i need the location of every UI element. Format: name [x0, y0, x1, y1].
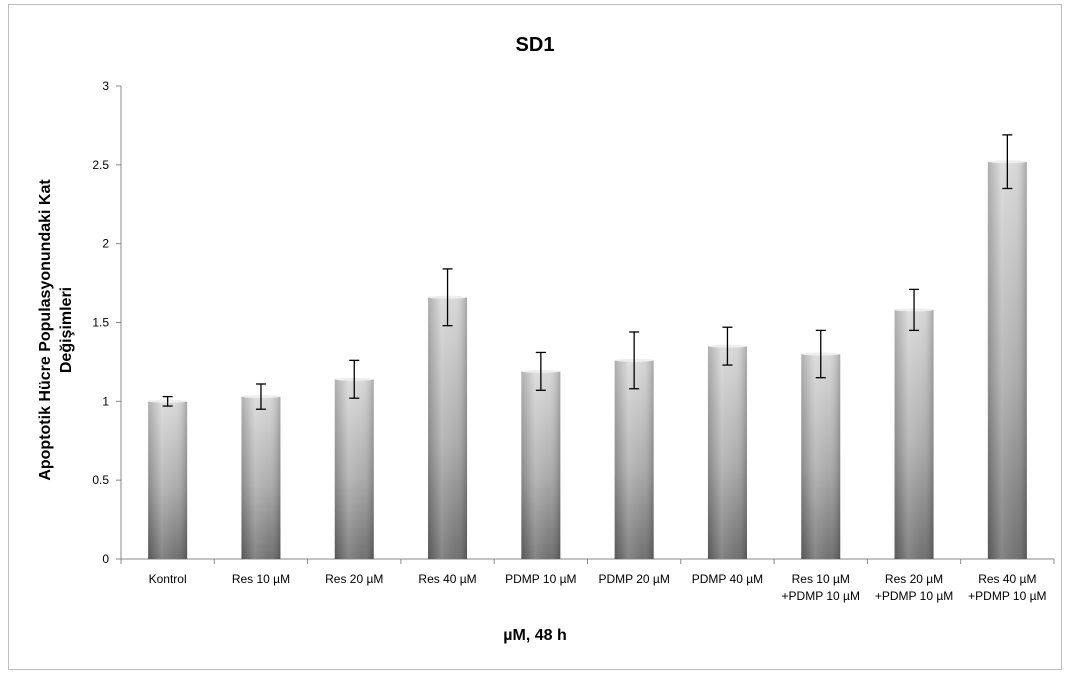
x-tick-label: PDMP 40 µM — [692, 572, 763, 586]
bar-shading — [801, 354, 841, 559]
bar-shading — [428, 297, 468, 559]
y-tick-label: 0.5 — [92, 473, 109, 487]
bar-shading — [148, 401, 188, 559]
x-tick-label: Res 40 µM — [978, 572, 1036, 586]
bar-shading — [241, 396, 281, 559]
x-tick-label: PDMP 20 µM — [598, 572, 669, 586]
x-tick-label: Res 10 µM — [232, 572, 290, 586]
x-tick-label: Res 20 µM — [885, 572, 943, 586]
bar-shading — [521, 371, 561, 559]
x-tick-label: Res 40 µM — [418, 572, 476, 586]
x-axis-title: µM, 48 h — [503, 627, 566, 644]
bar-shading — [707, 346, 747, 559]
x-tick-label: +PDMP 10 µM — [782, 589, 860, 603]
y-axis-title: Apoptotik Hücre Populasyonundaki Kat Değ… — [37, 179, 75, 481]
bar-shading — [894, 309, 934, 559]
x-tick-label: Res 10 µM — [792, 572, 850, 586]
x-tick-label: Res 20 µM — [325, 572, 383, 586]
y-tick-label: 2.5 — [92, 158, 109, 172]
plot-area: 0 0.5 1 1.5 2 2.5 3 Kontrol Res 10 µM Res 20 µM Re… — [92, 79, 1055, 603]
y-tick-label: 0 — [102, 552, 109, 566]
x-tick-label: Kontrol — [149, 572, 187, 586]
bar-shading — [334, 379, 374, 559]
y-tick-label: 1.5 — [92, 316, 109, 330]
bar-shading — [614, 360, 654, 559]
x-tick-label: PDMP 10 µM — [505, 572, 576, 586]
y-axis-title-line-1: Apoptotik Hücre Populasyonundaki Kat — [37, 179, 54, 481]
y-tick-label: 2 — [102, 237, 109, 251]
chart-title: SD1 — [516, 34, 555, 56]
y-tick-label: 3 — [102, 79, 109, 93]
y-tick-label: 1 — [102, 394, 109, 408]
x-tick-label: +PDMP 10 µM — [968, 589, 1046, 603]
x-tick-label: +PDMP 10 µM — [875, 589, 953, 603]
y-axis-title-line-2: Değişimleri — [58, 287, 75, 373]
bar-shading — [987, 161, 1027, 559]
